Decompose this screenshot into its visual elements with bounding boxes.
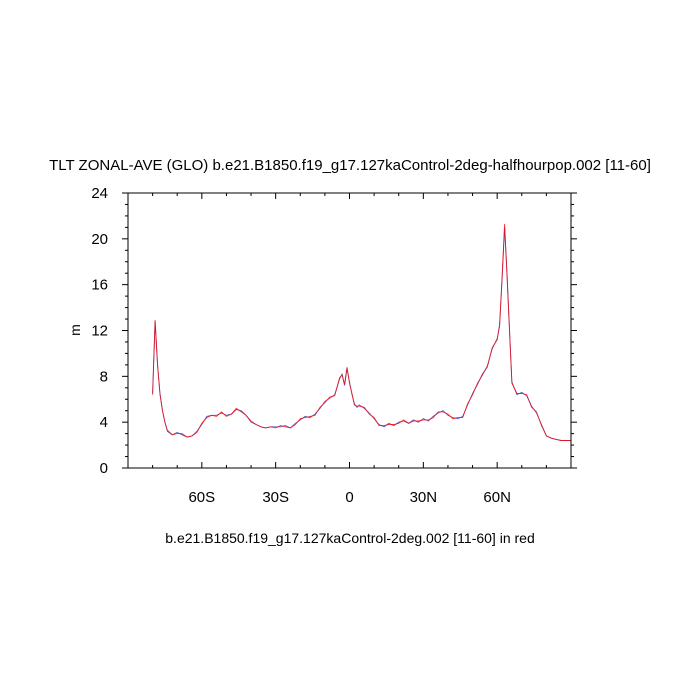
chart-title: TLT ZONAL-AVE (GLO) b.e21.B1850.f19_g17.… bbox=[49, 157, 651, 174]
y-tick-label-6: 24 bbox=[91, 185, 108, 202]
x-tick-label-0: 60S bbox=[188, 489, 215, 506]
y-tick-label-0: 0 bbox=[100, 460, 108, 477]
y-tick-label-4: 16 bbox=[91, 277, 108, 294]
x-tick-label-3: 30N bbox=[410, 489, 438, 506]
x-tick-label-1: 30S bbox=[262, 489, 289, 506]
chart-subtitle: b.e21.B1850.f19_g17.127kaControl-2deg.00… bbox=[165, 530, 534, 546]
x-tick-label-4: 60N bbox=[483, 489, 511, 506]
x-tick-label-2: 0 bbox=[345, 489, 353, 506]
series-layer bbox=[152, 223, 571, 441]
ticks-layer: 60S 30S 0 30N 60N 0 4 8 12 16 20 24 bbox=[91, 185, 577, 506]
series-line-2 bbox=[152, 223, 571, 441]
y-tick-label-3: 12 bbox=[91, 323, 108, 340]
y-axis-label: m bbox=[67, 324, 83, 336]
y-tick-label-1: 4 bbox=[100, 414, 108, 431]
y-tick-label-2: 8 bbox=[100, 368, 108, 385]
series-line-1 bbox=[152, 227, 571, 441]
y-tick-label-5: 20 bbox=[91, 231, 108, 248]
